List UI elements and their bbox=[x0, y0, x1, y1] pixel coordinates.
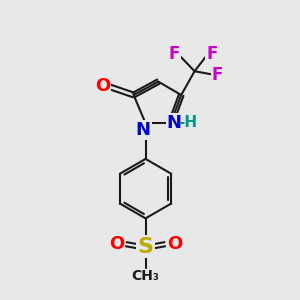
Text: S: S bbox=[137, 237, 154, 256]
Text: -H: -H bbox=[178, 115, 197, 130]
Text: O: O bbox=[95, 76, 110, 94]
Text: N: N bbox=[167, 114, 182, 132]
Text: O: O bbox=[167, 235, 182, 253]
Text: O: O bbox=[109, 235, 124, 253]
Text: F: F bbox=[169, 45, 180, 63]
Text: CH₃: CH₃ bbox=[132, 269, 160, 283]
Text: F: F bbox=[206, 45, 218, 63]
Text: N: N bbox=[136, 121, 151, 139]
Text: F: F bbox=[212, 66, 223, 84]
